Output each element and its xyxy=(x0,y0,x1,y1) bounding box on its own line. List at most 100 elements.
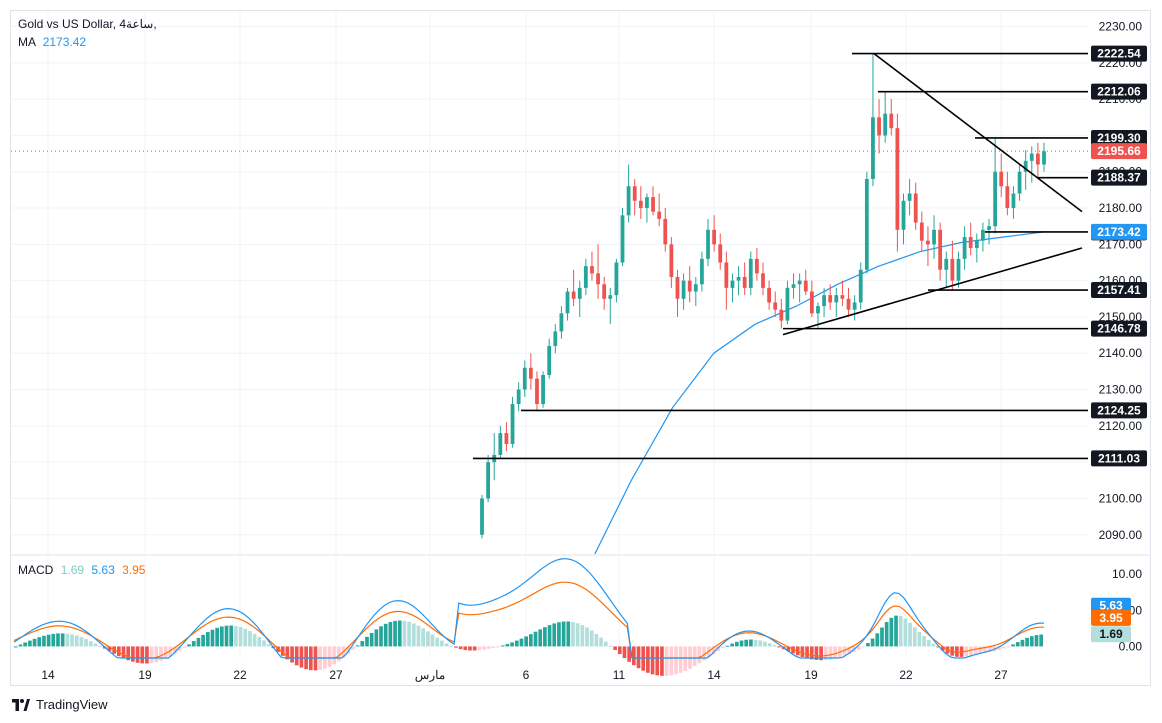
macd-line xyxy=(13,558,1044,659)
candle-body xyxy=(901,200,906,230)
macd-hist-bar xyxy=(379,626,383,647)
macd-hist-bar xyxy=(861,646,866,648)
macd-hist-bar xyxy=(248,630,252,647)
macd-hist-bar xyxy=(135,646,140,663)
macd-label: MACD xyxy=(18,563,54,577)
candle-body xyxy=(602,284,607,299)
price-tick-label: 2090.00 xyxy=(1099,528,1143,542)
candle-body xyxy=(858,269,863,303)
candle-body xyxy=(919,222,924,241)
macd-hist-bar xyxy=(519,638,524,647)
macd-hist-bar xyxy=(650,646,655,675)
level-badge-bg xyxy=(1091,320,1147,337)
candle-body xyxy=(1005,186,1010,209)
drawn-lines xyxy=(11,52,1088,460)
macd-hist-bar xyxy=(912,627,917,647)
candle-body xyxy=(571,291,576,299)
candle-body xyxy=(583,266,588,288)
macd-hist-bar xyxy=(777,646,781,648)
macd-signal-line xyxy=(13,581,1044,659)
candle-body xyxy=(754,258,759,274)
macd-line-value: 5.63 xyxy=(91,563,115,577)
candle-body xyxy=(632,186,637,201)
macd-hist-bar xyxy=(678,646,683,673)
candle-body xyxy=(541,375,545,405)
macd-hist-bar xyxy=(491,646,496,648)
macd-hist-bar xyxy=(468,646,472,651)
macd-hist-bar xyxy=(1029,636,1034,647)
macd-hist-bar xyxy=(538,629,543,647)
ma-legend[interactable]: MA 2173.42 xyxy=(18,35,86,49)
level-badge-bg xyxy=(1091,129,1147,146)
symbol-legend[interactable]: Gold vs US Dollar, 4ساعة, xyxy=(18,17,157,31)
price-tick-label: 2170.00 xyxy=(1099,237,1143,251)
macd-hist-bar xyxy=(1034,635,1039,647)
macd-tick-label: 0.00 xyxy=(1119,639,1143,653)
candle-body xyxy=(504,433,509,445)
macd-hist-bar xyxy=(617,646,622,655)
macd-hist-bar xyxy=(655,646,660,676)
macd-hist-bar xyxy=(472,646,477,651)
candle-body xyxy=(596,273,600,285)
time-tick-label: 14 xyxy=(707,668,721,682)
macd-hist-bar xyxy=(987,646,992,653)
candle-body xyxy=(681,280,686,299)
candle-body xyxy=(651,197,655,212)
macd-hist-bar xyxy=(215,627,219,647)
macd-hist-bar xyxy=(894,615,898,647)
macd-hist-bar xyxy=(234,625,238,647)
macd-hist-bar xyxy=(632,646,636,666)
candle-body xyxy=(877,117,881,136)
candle-body xyxy=(510,404,515,445)
candle-body xyxy=(718,244,723,263)
candle-body xyxy=(1011,193,1016,209)
macd-hist-bar xyxy=(758,640,763,647)
macd-hist-bar xyxy=(159,646,163,661)
price-tick-label: 2130.00 xyxy=(1099,383,1143,397)
ma-badge: 2173.42 xyxy=(1097,225,1141,239)
macd-hist-bar xyxy=(173,646,177,654)
macd-hist-bar xyxy=(23,642,28,647)
macd-hist-bar xyxy=(191,641,196,647)
candle-body xyxy=(480,498,484,535)
macd-signal-badge-bg xyxy=(1091,609,1131,626)
macd-hist-bar xyxy=(187,644,191,647)
macd-hist-bar xyxy=(627,646,631,662)
macd-hist-bar xyxy=(463,646,468,651)
time-tick-label: 11 xyxy=(613,668,626,682)
macd-hist-bar xyxy=(763,641,767,647)
macd-hist-value: 1.69 xyxy=(60,563,85,577)
macd-hist-bar xyxy=(660,646,664,676)
macd-hist-bar xyxy=(93,643,98,647)
macd-legend[interactable]: MACD 1.69 5.63 3.95 xyxy=(18,563,145,577)
grid xyxy=(11,12,1151,658)
candle-body xyxy=(736,277,741,281)
macd-hist-bar xyxy=(969,646,973,656)
macd-hist-bar xyxy=(922,636,926,647)
footer[interactable]: TradingView xyxy=(12,697,108,712)
macd-hist-bar xyxy=(369,632,374,647)
macd-hist-bar xyxy=(294,646,299,666)
macd-hist-bar xyxy=(692,646,697,667)
level-badge-bg xyxy=(1091,402,1147,419)
macd-hist-bar xyxy=(805,646,809,659)
macd-hist-bar xyxy=(903,618,908,647)
time-tick-label: 22 xyxy=(233,668,247,682)
candle-body xyxy=(1035,153,1040,165)
macd-hist-bar xyxy=(416,625,421,647)
level-badge: 2124.25 xyxy=(1097,403,1141,417)
candle-body xyxy=(693,284,698,292)
price-tick-label: 2140.00 xyxy=(1099,346,1143,360)
ma-badge-bg xyxy=(1091,223,1147,240)
macd-hist-bar xyxy=(238,627,243,647)
macd-hist-bar xyxy=(126,646,131,661)
time-tick-label: 14 xyxy=(41,668,55,682)
macd-hist-bar xyxy=(205,632,210,647)
macd-hist-bar xyxy=(842,646,847,656)
macd-hist-bar xyxy=(809,646,814,660)
macd-hist-bar xyxy=(786,646,791,652)
candle-body xyxy=(816,306,820,314)
macd-hist-bar xyxy=(926,639,931,647)
macd-hist-bar xyxy=(482,646,486,650)
